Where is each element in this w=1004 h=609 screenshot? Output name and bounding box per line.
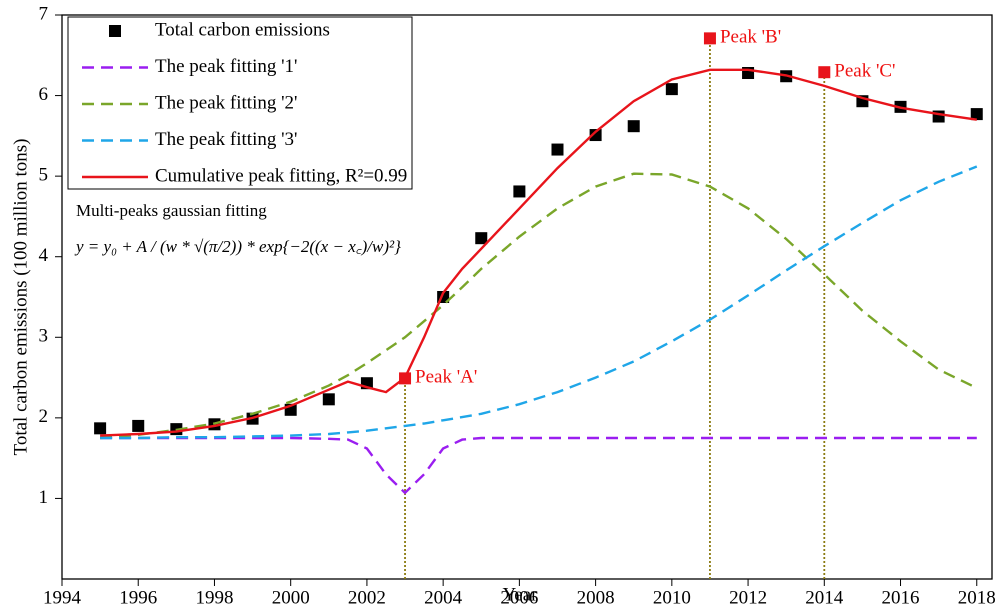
y-tick-label: 3 — [39, 326, 49, 347]
data-point — [94, 422, 107, 435]
peak-label: Peak 'A' — [415, 367, 477, 388]
data-point — [322, 393, 335, 406]
data-point — [665, 83, 678, 96]
plot-frame — [61, 14, 993, 580]
data-point — [513, 185, 526, 198]
y-tick-label: 1 — [39, 487, 49, 508]
legend-label: The peak fitting '1' — [155, 56, 297, 77]
data-point — [475, 232, 488, 245]
x-tick-label: 2010 — [653, 587, 691, 608]
x-tick-label: 1994 — [43, 587, 82, 608]
x-tick-label: 2000 — [272, 587, 310, 608]
x-tick-label: 2016 — [882, 587, 920, 608]
peak-label: Peak 'C' — [834, 61, 895, 82]
x-tick-label: 2008 — [577, 587, 615, 608]
data-point — [551, 143, 564, 156]
y-tick-label: 5 — [39, 165, 49, 186]
x-tick-label: 2004 — [424, 587, 463, 608]
legend-label: The peak fitting '3' — [155, 129, 297, 150]
data-point — [970, 108, 983, 121]
y-tick-label: 4 — [39, 245, 49, 266]
legend-label: Total carbon emissions — [155, 19, 330, 40]
legend-label: Cumulative peak fitting, R²=0.99 — [155, 165, 407, 186]
fit-line — [100, 165, 978, 440]
y-tick-label: 6 — [39, 84, 49, 105]
legend-label: The peak fitting '2' — [155, 92, 297, 113]
data-point — [132, 419, 145, 432]
x-tick-label: 2012 — [729, 587, 767, 608]
formula-title: Multi-peaks gaussian fitting — [76, 201, 267, 220]
fit-line — [99, 172, 978, 440]
data-point — [589, 129, 602, 142]
peak-marker — [703, 32, 716, 45]
x-tick-label: 1996 — [119, 587, 157, 608]
legend-symbol — [109, 25, 121, 37]
x-axis-label: Year — [502, 584, 538, 605]
fit-line — [100, 436, 977, 495]
x-tick-label: 2006 — [500, 587, 538, 608]
x-tick-label: 1998 — [195, 587, 233, 608]
x-tick-label: 2002 — [348, 587, 386, 608]
y-tick-label: 2 — [39, 406, 49, 427]
peak-marker — [399, 372, 412, 385]
fit-line — [100, 68, 977, 437]
x-tick-label: 2018 — [958, 587, 996, 608]
formula: y = y₀ + A / (w * √(π/2)) * exp{−2((x − … — [74, 237, 401, 256]
peak-label: Peak 'B' — [720, 27, 781, 48]
y-tick-label: 7 — [39, 3, 49, 24]
data-point — [627, 120, 640, 133]
peak-marker — [818, 66, 831, 79]
y-axis-label: Total carbon emissions (100 million tons… — [10, 139, 31, 456]
x-tick-label: 2014 — [805, 587, 844, 608]
